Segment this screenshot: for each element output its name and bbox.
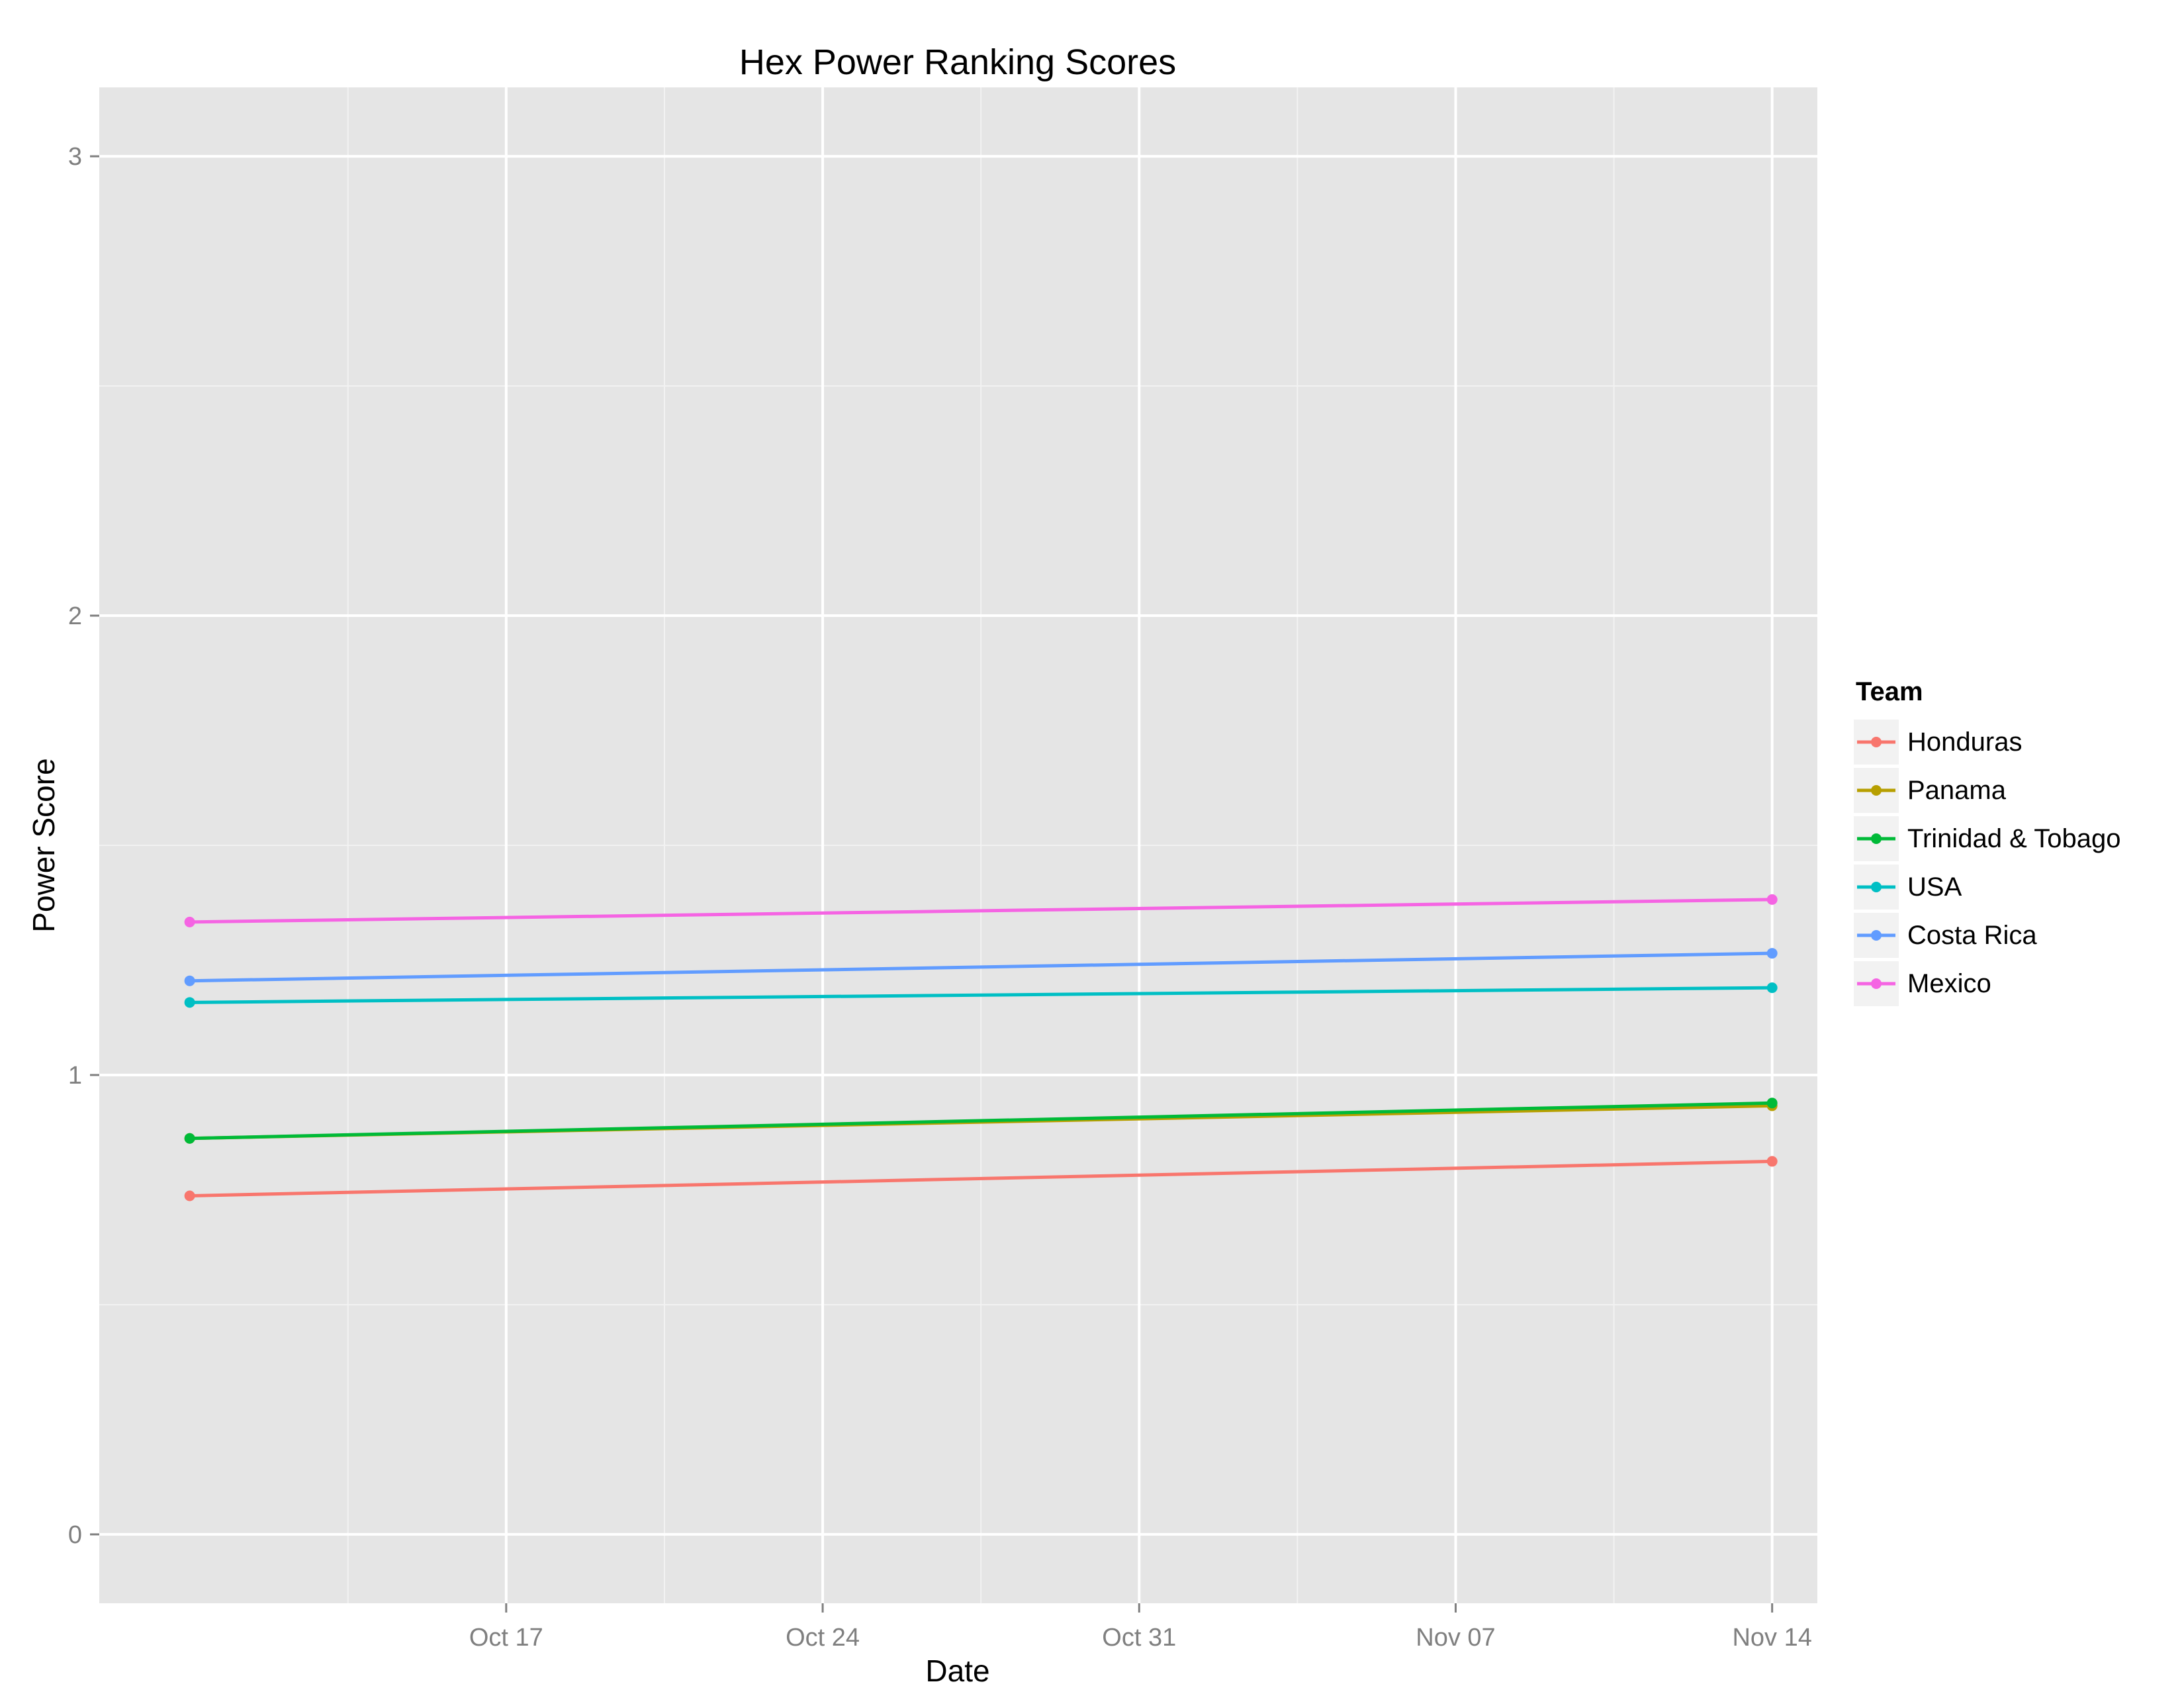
- x-tick-label: Nov 07: [1416, 1624, 1495, 1652]
- x-axis: Oct 17 Oct 24 Oct 31 Nov 07 Nov 14: [469, 1603, 1812, 1652]
- legend: Team Honduras Panama Trinidad & Tobago USA C…: [1852, 677, 2120, 1008]
- x-tick-label: Oct 24: [786, 1624, 860, 1652]
- series-line: [189, 986, 1772, 1004]
- y-axis-label: Power Score: [26, 758, 61, 932]
- legend-item-label: USA: [1907, 872, 1962, 902]
- legend-key-point: [1871, 882, 1882, 892]
- data-point: [184, 997, 195, 1008]
- y-tick-label: 1: [68, 1062, 82, 1090]
- y-axis: 0 1 2 3: [68, 143, 99, 1549]
- chart-title: Hex Power Ranking Scores: [739, 42, 1176, 82]
- minor-gridlines: [99, 87, 1817, 1603]
- data-point: [184, 1133, 195, 1144]
- legend-key-point: [1871, 785, 1882, 796]
- data-point: [1766, 948, 1778, 959]
- data-point: [184, 916, 195, 927]
- series-line: [189, 1101, 1772, 1141]
- data-point: [184, 975, 195, 986]
- series-layer: [184, 894, 1778, 1201]
- data-point: [1766, 894, 1778, 905]
- y-tick-label: 2: [68, 602, 82, 630]
- legend-key-point: [1871, 737, 1882, 747]
- legend-item-label: Panama: [1907, 776, 2007, 805]
- series-line: [189, 951, 1772, 983]
- series-line: [189, 898, 1772, 924]
- data-point: [1766, 1098, 1778, 1109]
- legend-item-label: Costa Rica: [1907, 921, 2037, 950]
- legend-item-label: Honduras: [1907, 727, 2022, 757]
- x-tick-label: Oct 31: [1102, 1624, 1176, 1652]
- legend-key-point: [1871, 833, 1882, 844]
- data-point: [1766, 982, 1778, 994]
- legend-key-point: [1871, 930, 1882, 941]
- legend-title: Team: [1856, 677, 1923, 706]
- x-tick-label: Nov 14: [1732, 1624, 1811, 1652]
- y-tick-label: 3: [68, 143, 82, 171]
- x-tick-label: Oct 17: [469, 1624, 543, 1652]
- data-point: [184, 1190, 195, 1201]
- x-axis-label: Date: [925, 1654, 989, 1688]
- data-point: [1766, 1156, 1778, 1167]
- y-tick-label: 0: [68, 1521, 82, 1549]
- legend-key-point: [1871, 978, 1882, 989]
- major-gridlines: [99, 87, 1817, 1603]
- series-line: [189, 1159, 1772, 1197]
- legend-item-label: Trinidad & Tobago: [1907, 824, 2120, 853]
- legend-item-label: Mexico: [1907, 969, 1991, 998]
